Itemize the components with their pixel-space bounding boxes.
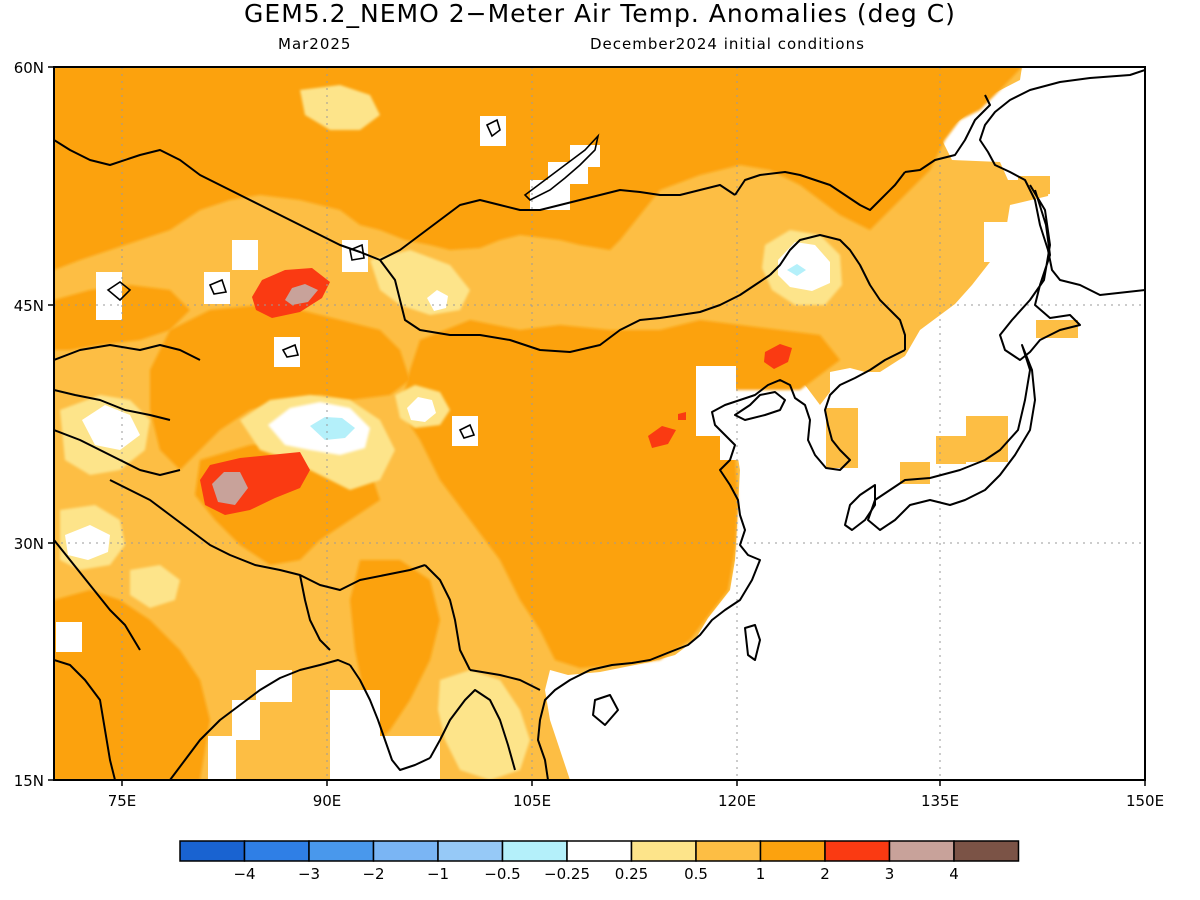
orange-cells [826,176,1078,484]
colorbar-label: −0.5 [484,865,520,883]
colorbar-swatch-2 [308,840,375,862]
anomaly-3-4-dzungaria [285,284,318,305]
chart-title: GEM5.2_NEMO 2−Meter Air Temp. Anomalies … [244,0,956,28]
colorbar-swatch-7 [630,840,697,862]
colorbar-label: 1 [756,865,766,883]
anomaly-neutral-mongolia [427,290,448,311]
anomaly-neutral-tarim [407,397,436,422]
anomaly-1-2-north [54,67,1022,270]
lon-label-75e: 75E [108,792,137,810]
colorbar-label: −2 [362,865,384,883]
lon-label-150e: 150E [1126,792,1164,810]
anomaly-1-2-india [54,590,210,780]
anomaly-2-3-small [678,412,686,420]
lon-label-135e: 135E [921,792,959,810]
colorbar-swatch-0 [179,840,246,862]
colorbar-label: 2 [820,865,830,883]
anomaly-2-3-ne [764,344,792,369]
forecast-month: Mar2025 [278,35,352,53]
anomaly-neutral-pakistan [65,525,110,560]
colorbar-swatch-9 [759,840,826,862]
colorbar-swatch-10 [824,840,891,862]
colorbar-label: −3 [298,865,320,883]
anomaly-1-2-west-china [150,305,410,470]
anomaly-neg-qinghai [310,417,355,440]
plot-ticks [48,66,1146,786]
colorbar-swatch-1 [243,840,310,862]
colorbar-swatch-5 [501,840,568,862]
lon-label-105e: 105E [513,792,551,810]
lon-label-120e: 120E [718,792,756,810]
colorbar-label: −4 [233,865,255,883]
anomaly-1-2-east-china [400,320,840,668]
colorbar-label: 4 [949,865,959,883]
colorbar-swatch-8 [695,840,762,862]
anomaly-025-05-ural [300,85,380,130]
anomaly-neutral-kazakh [82,405,140,450]
lakes [106,118,600,439]
colorbar-swatch-4 [437,840,504,862]
colorbar-swatch-11 [888,840,955,862]
lat-axis-labels: 60N 45N 30N 15N [14,59,44,790]
colorbar-label: 3 [885,865,895,883]
lat-label-15n: 15N [14,772,44,790]
anomaly-2-3-central [648,426,676,448]
colorbar-labels: −4 −3 −2 −1 −0.5 −0.25 0.25 0.5 1 2 3 4 [233,865,958,883]
masked-cells [56,116,1012,780]
coastlines [54,69,1145,780]
colorbar-label: −1 [427,865,449,883]
anomaly-025-05-india [130,565,180,608]
plot-frame [53,66,1146,781]
lat-label-30n: 30N [14,535,44,553]
colorbar-label: 0.25 [615,865,648,883]
colorbar-label: 0.5 [684,865,708,883]
lon-axis-labels: 75E 90E 105E 120E 135E 150E [108,792,1164,810]
colorbar [179,840,1020,862]
colorbar-label: −0.25 [544,865,590,883]
anomaly-neutral-nemongolia [778,242,830,291]
anomaly-3-4-tibet [212,472,248,505]
anomaly-neg-nemongolia [787,264,806,276]
anomaly-field [54,67,1145,780]
initial-conditions: December2024 initial conditions [590,35,865,53]
lon-label-90e: 90E [313,792,342,810]
lat-label-45n: 45N [14,297,44,315]
anomaly-025-05-indochina [438,670,530,780]
colorbar-swatch-12 [953,840,1020,862]
colorbar-swatch-6 [566,840,633,862]
lat-label-60n: 60N [14,59,44,77]
colorbar-swatch-3 [372,840,439,862]
